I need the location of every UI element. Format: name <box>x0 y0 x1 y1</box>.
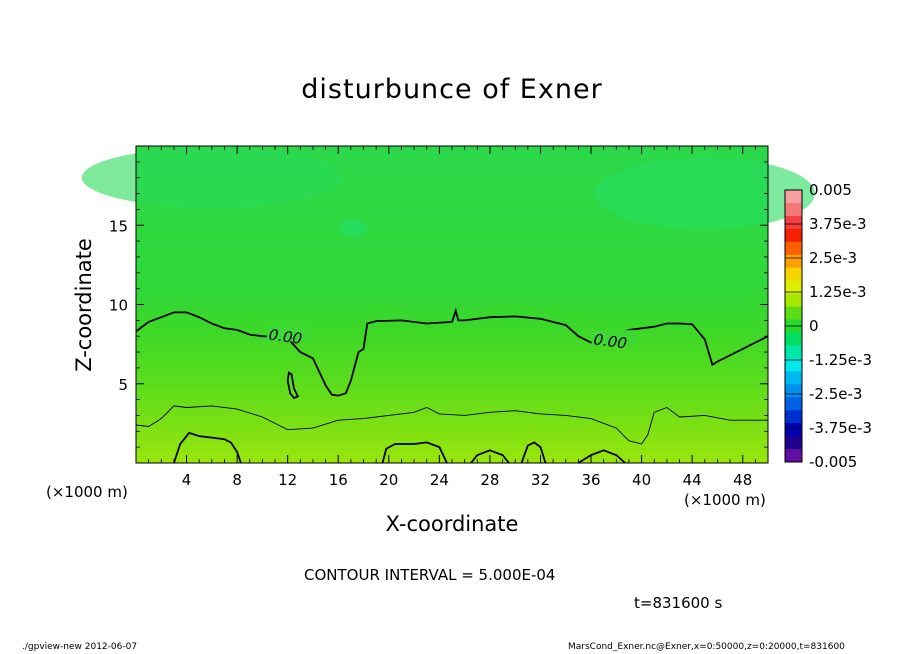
x-tick-label: 48 <box>733 471 752 489</box>
bottom-contour-4 <box>520 441 547 464</box>
colorbar-swatch <box>785 241 802 256</box>
x-tick-label: 36 <box>581 471 600 489</box>
colorbar-swatch <box>785 280 802 295</box>
colorbar-tick-label: 0.005 <box>809 181 852 199</box>
colorbar-tick-label: -0.005 <box>809 453 857 471</box>
footer-file-info: MarsCond_Exner.nc@Exner,x=0:50000,z=0:20… <box>568 642 845 652</box>
footer-program-date: ./gpview-new 2012-06-07 <box>22 642 138 652</box>
colorbar-swatch <box>785 267 802 282</box>
x-axis-label-text: X-coordinate <box>385 512 519 536</box>
colorbar-swatch <box>785 202 802 217</box>
colorbar: 0.005 3.75e-3 2.5e-3 1.25e-3 0 -1.25e-3 -2.5e-… <box>784 181 872 471</box>
bottom-contour-5 <box>577 449 626 464</box>
contour-label-group: 0.00 <box>591 330 636 353</box>
contour-label-bg <box>266 325 311 342</box>
inner-contour-line <box>135 405 768 445</box>
colorbar-tick-label: -1.25e-3 <box>809 351 872 369</box>
colorbar-swatch <box>785 423 802 437</box>
colorbar-swatch <box>785 397 802 411</box>
bottom-contour-2 <box>381 441 448 464</box>
contour-label: 0.00 <box>268 326 304 348</box>
x-tick-label: 28 <box>480 471 499 489</box>
field-patch-upper-left <box>81 147 342 208</box>
colorbar-swatch <box>785 228 802 243</box>
colorbar-tick-label: 2.5e-3 <box>809 249 857 267</box>
y-axis-label: Z-coordinate <box>72 238 96 372</box>
colorbar-swatch <box>785 293 802 308</box>
colorbar-swatch <box>785 215 802 230</box>
x-tick-label: 4 <box>182 471 192 489</box>
colorbar-swatch <box>785 436 802 450</box>
contour-interval-text: CONTOUR INTERVAL = 5.000E-04 <box>304 566 556 584</box>
zero-contour-island <box>286 371 300 400</box>
x-tick-label: 16 <box>329 471 348 489</box>
colorbar-swatch <box>785 449 802 463</box>
field-patch-small <box>339 219 368 238</box>
x-axis-label: X-coordinate <box>0 512 904 536</box>
y-tick-label: 15 <box>109 217 128 235</box>
plot-area: 0.00 0.00 <box>81 146 815 464</box>
x-tick-label: 24 <box>430 471 449 489</box>
bottom-contour-1 <box>173 431 242 464</box>
colorbar-swatch <box>785 306 802 321</box>
colorbar-swatch <box>785 384 802 398</box>
bottom-contour-3 <box>470 449 510 464</box>
colorbar-tick-label: -3.75e-3 <box>809 419 872 437</box>
y-tick-label: 10 <box>109 297 128 315</box>
colorbar-swatch <box>785 332 802 346</box>
x-tick-label: 12 <box>278 471 297 489</box>
field-patch-upper-right <box>594 157 815 230</box>
colorbar-swatch <box>785 371 802 385</box>
contour-label: 0.00 <box>592 330 628 352</box>
x-tick-label: 8 <box>232 471 242 489</box>
chart-title: disturbunce of Exner <box>301 74 603 105</box>
time-stamp: t=831600 s <box>634 594 723 612</box>
x-tick-label: 40 <box>632 471 651 489</box>
x-unit-note-right: (×1000 m) <box>684 491 766 509</box>
colorbar-tick-label: 0 <box>809 317 819 335</box>
colorbar-tick-label: 3.75e-3 <box>809 215 867 233</box>
colorbar-tick-label: -2.5e-3 <box>809 385 862 403</box>
contour-label-group: 0.00 <box>266 325 311 348</box>
colorbar-swatch <box>785 410 802 424</box>
colorbar-swatch <box>785 345 802 359</box>
y-tick-label: 5 <box>118 376 128 394</box>
colorbar-swatch <box>785 358 802 372</box>
x-tick-label: 44 <box>683 471 702 489</box>
x-unit-note-left: (×1000 m) <box>46 483 128 501</box>
x-tick-label: 20 <box>379 471 398 489</box>
colorbar-swatch <box>785 254 802 269</box>
zero-contour-line <box>135 307 769 397</box>
colorbar-swatch <box>785 190 802 204</box>
contour-label-bg <box>591 330 636 347</box>
x-tick-label: 32 <box>531 471 550 489</box>
colorbar-tick-label: 1.25e-3 <box>809 283 867 301</box>
